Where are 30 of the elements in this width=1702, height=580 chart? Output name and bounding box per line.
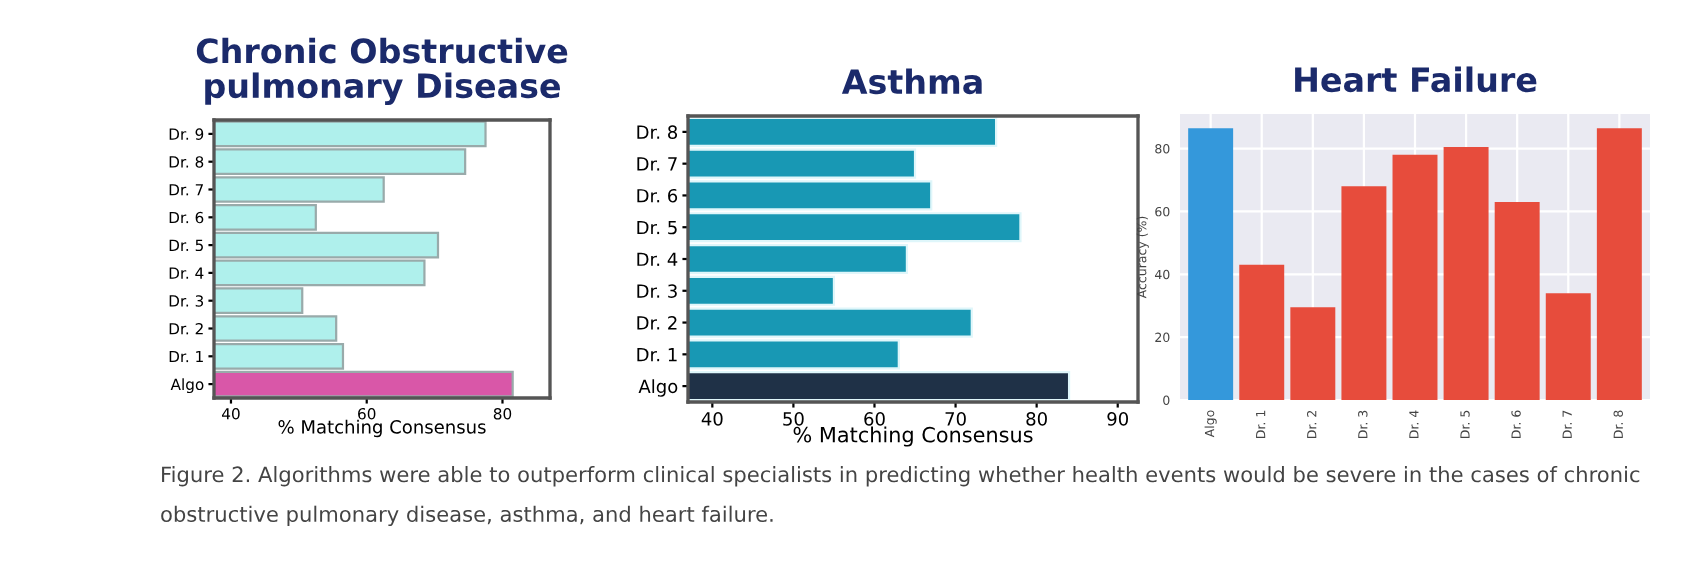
bar xyxy=(1443,147,1489,400)
y-tick-label: Dr. 6 xyxy=(637,188,678,203)
y-tick-label: Algo xyxy=(638,379,678,397)
x-tick-label: 50 xyxy=(783,412,804,426)
chart-title: Asthma xyxy=(841,68,982,95)
y-tick-label: Dr. 2 xyxy=(637,316,677,330)
bar xyxy=(1392,154,1438,400)
x-tick-label: 70 xyxy=(945,412,966,426)
bar xyxy=(1188,128,1234,400)
bar xyxy=(1545,293,1591,400)
y-tick-label: Dr. 7 xyxy=(637,157,677,171)
x-tick-label: 60 xyxy=(864,412,885,426)
caption: Figure 2. Algorithms were able to outperform clinical specialists in predicting whether health events would be severe in the cases of chronic obstructive pulmonary disease, asthma, and heart failure. xyxy=(161,466,1640,527)
bar xyxy=(1239,264,1285,400)
chart-title: Heart Failure xyxy=(1295,66,1537,93)
x-tick-label: 90 xyxy=(1107,412,1129,426)
y-tick-label: Dr. 5 xyxy=(637,220,677,235)
chart-title: Chronic Obstructive pulmonary Disease xyxy=(196,37,568,105)
bar xyxy=(1290,307,1336,400)
bar xyxy=(1341,186,1387,400)
x-axis-title: % Matching Consensus xyxy=(278,419,486,438)
y-tick-label: Dr. 8 xyxy=(637,125,678,140)
y-tick-label: Dr. 3 xyxy=(637,284,677,298)
x-tick-label: 80 xyxy=(1026,412,1047,426)
y-tick-label: Dr. 4 xyxy=(637,252,678,266)
x-tick-label: 40 xyxy=(701,412,723,426)
y-tick-label: Dr. 1 xyxy=(637,348,677,362)
bar xyxy=(1596,128,1642,400)
x-axis-title: % Matching Consensus xyxy=(793,426,1033,447)
bar xyxy=(1494,202,1540,400)
